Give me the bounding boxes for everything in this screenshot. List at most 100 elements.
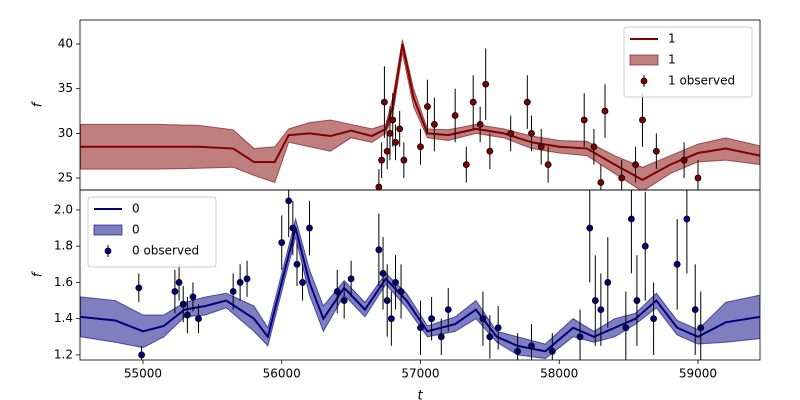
legend-patch: [629, 54, 659, 66]
observed-point: [462, 161, 470, 169]
legend-label: 1: [668, 32, 676, 46]
legend-label: 1 observed: [668, 74, 735, 88]
legend-label: 0 observed: [132, 244, 199, 258]
observed-point: [386, 129, 394, 137]
observed-point: [285, 197, 293, 205]
observed-point: [451, 112, 459, 119]
observed-point: [597, 306, 605, 314]
observed-point: [622, 324, 630, 332]
observed-point: [417, 324, 424, 332]
observed-point: [437, 333, 445, 341]
observed-point: [691, 306, 699, 314]
x-tick-label: 59000: [679, 367, 717, 381]
observed-point: [389, 116, 397, 124]
observed-point: [479, 315, 487, 323]
observed-point: [171, 288, 179, 295]
observed-point: [195, 315, 202, 323]
legend-label: 0: [132, 223, 140, 237]
y-tick-label: 1.8: [54, 239, 73, 253]
confidence-band: [80, 217, 760, 360]
observed-point: [514, 347, 522, 355]
observed-point: [378, 156, 386, 164]
observed-point: [375, 246, 383, 254]
observed-point: [138, 351, 146, 359]
observed-point: [189, 293, 197, 301]
observed-point: [430, 121, 438, 128]
mean-line: [80, 227, 760, 353]
axes-frame: [79, 189, 761, 361]
observed-point: [528, 129, 535, 137]
observed-point: [347, 275, 355, 283]
observed-point: [673, 260, 681, 268]
observed-point: [476, 121, 484, 128]
observed-point: [580, 116, 588, 124]
observed-point: [618, 174, 626, 182]
legend-box: [87, 196, 217, 268]
y-tick-label: 1.2: [54, 347, 73, 361]
observed-point: [632, 161, 639, 169]
observed-point: [306, 224, 313, 232]
observed-point: [697, 324, 705, 332]
observed-point: [299, 279, 306, 286]
observed-point: [586, 224, 594, 232]
observed-point: [293, 260, 301, 268]
observed-point: [576, 333, 584, 341]
observed-point: [604, 279, 612, 286]
y-tick-label: 30: [58, 126, 73, 140]
observed-point: [537, 143, 545, 151]
observed-point: [392, 138, 399, 146]
observed-point: [381, 98, 388, 106]
observed-point: [229, 288, 237, 295]
observed-point: [424, 103, 431, 110]
observed-point: [680, 156, 688, 164]
observed-point: [375, 183, 383, 190]
observed-point: [392, 279, 399, 286]
observed-point: [652, 147, 660, 155]
observed-point: [494, 324, 502, 332]
observed-point: [601, 107, 609, 115]
observed-point: [417, 143, 424, 151]
observed-point: [548, 347, 556, 355]
legend-label: 0: [132, 202, 140, 216]
observed-point: [528, 342, 535, 350]
observed-point: [590, 143, 598, 151]
observed-point: [396, 125, 404, 133]
observed-point: [507, 129, 515, 137]
plot-area: [80, 39, 760, 190]
observed-point: [383, 297, 391, 304]
observed-point: [639, 116, 646, 124]
y-tick-label: 1.4: [54, 311, 73, 325]
observed-point: [179, 300, 187, 308]
observed-point: [243, 275, 251, 283]
legend-box: [623, 26, 753, 98]
y-axis-label: f: [31, 270, 46, 277]
observed-point: [289, 224, 297, 232]
observed-point: [627, 215, 635, 223]
observed-point: [397, 288, 405, 295]
observed-point: [597, 179, 605, 186]
observed-point: [633, 297, 641, 304]
observed-point: [175, 279, 183, 286]
legend-label: 1: [668, 53, 676, 67]
observed-point: [486, 147, 494, 155]
observed-point: [444, 306, 452, 314]
observed-point: [641, 242, 649, 250]
observed-point: [486, 333, 494, 341]
observed-point: [379, 269, 387, 277]
observed-point: [135, 284, 143, 292]
x-tick-label: 58000: [540, 367, 578, 381]
legend-marker: [640, 77, 648, 85]
y-tick-label: 1.6: [54, 275, 73, 289]
observed-point: [694, 174, 702, 182]
observed-point: [428, 315, 435, 323]
x-tick-label: 55000: [124, 367, 162, 381]
y-axis-label: f: [31, 100, 46, 107]
y-tick-label: 2.0: [54, 202, 73, 216]
observed-point: [591, 297, 599, 304]
legend-patch: [93, 224, 123, 236]
legend-marker: [104, 247, 112, 255]
x-tick-label: 57000: [401, 367, 439, 381]
observed-point: [387, 315, 395, 323]
observed-point: [523, 98, 531, 106]
